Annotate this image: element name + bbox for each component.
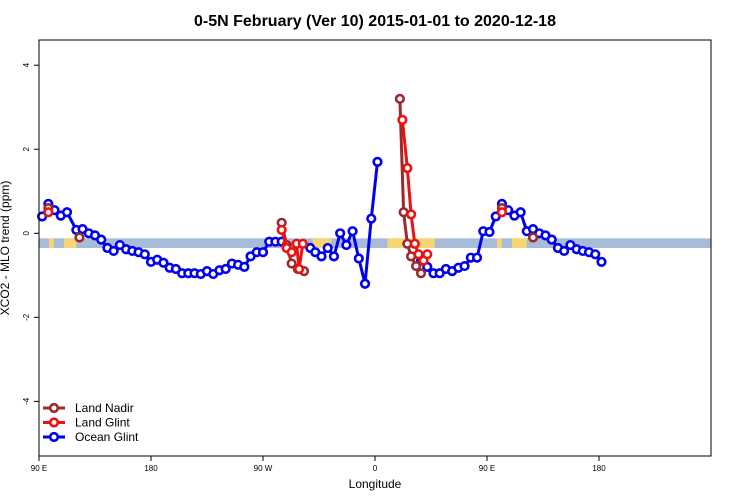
data-point	[590, 249, 601, 260]
data-point	[257, 247, 269, 258]
data-point	[108, 245, 119, 257]
data-point	[286, 258, 297, 269]
land-band-segment-0	[48, 238, 54, 248]
legend-swatch-marker	[48, 402, 60, 414]
data-point	[471, 252, 483, 263]
y-tick-label: 4	[22, 62, 31, 67]
legend-item: Land Nadir	[43, 401, 134, 415]
data-point	[484, 226, 495, 238]
data-point	[353, 253, 364, 264]
data-point	[546, 234, 557, 245]
land-band-segment-2	[312, 238, 332, 248]
x-axis: 90 E 180 90 W 0 90 E 180	[31, 456, 606, 473]
data-point	[410, 260, 422, 272]
data-point	[596, 256, 607, 267]
legend-item: Land Glint	[43, 416, 130, 430]
data-point	[61, 207, 73, 218]
data-point	[293, 263, 305, 275]
data-point	[74, 232, 85, 243]
data-point	[43, 207, 54, 218]
data-point	[297, 238, 308, 249]
data-point	[347, 226, 358, 237]
data-point	[276, 224, 287, 236]
data-point	[405, 209, 417, 220]
ocean-band	[39, 238, 711, 248]
land-band-segment-3	[387, 238, 413, 248]
land-band-segment-5	[496, 238, 502, 248]
data-point	[422, 249, 433, 260]
data-point	[496, 207, 508, 218]
land-band-segment-1	[63, 238, 77, 248]
legend-label: Ocean Glint	[75, 430, 139, 444]
data-point	[372, 156, 383, 167]
data-point	[366, 213, 377, 224]
x-tick-label: 180	[592, 464, 606, 473]
data-point	[415, 268, 427, 279]
series-line	[309, 161, 379, 286]
data-point	[158, 257, 169, 268]
legend-swatch-marker	[48, 417, 60, 428]
y-tick-label: -2	[22, 313, 31, 321]
y-tick-label: 2	[22, 146, 31, 151]
y-tick-label: 0	[22, 231, 31, 236]
y-tick-label: -4	[22, 397, 31, 405]
x-tick-label: 90 W	[254, 464, 273, 473]
x-axis-label: Longitude	[349, 477, 402, 491]
data-point	[397, 114, 408, 125]
data-point	[459, 260, 470, 272]
y-axis-label: XCO2 - MLO trend (ppm)	[0, 181, 12, 316]
y-axis: -4 -2 0 2 4	[22, 62, 39, 405]
x-tick-label: 0	[373, 464, 378, 473]
series-ocean-glint	[37, 156, 607, 289]
coverage-band	[39, 238, 711, 248]
data-point	[515, 207, 526, 218]
data-point	[316, 251, 327, 262]
data-point	[286, 247, 297, 258]
data-point	[328, 251, 340, 262]
series-land-glint	[43, 114, 508, 275]
data-point	[359, 278, 371, 289]
x-tick-label: 90 E	[479, 464, 495, 473]
data-point	[239, 261, 250, 273]
series-layer	[37, 93, 607, 289]
data-point	[402, 163, 413, 174]
data-point	[139, 249, 150, 260]
data-point	[559, 245, 570, 257]
legend-item: Ocean Glint	[43, 430, 139, 444]
x-tick-label: 90 E	[31, 464, 47, 473]
legend-label: Land Nadir	[75, 401, 134, 415]
legend-label: Land Glint	[75, 416, 130, 430]
data-point	[341, 239, 352, 251]
data-point	[322, 242, 333, 254]
chart-title: 0-5N February (Ver 10) 2015-01-01 to 202…	[194, 13, 556, 30]
data-point	[96, 234, 107, 245]
legend-swatch-marker	[48, 431, 60, 443]
land-band-segment-6	[511, 238, 527, 248]
data-point	[527, 232, 539, 243]
data-point	[220, 263, 231, 275]
data-point	[335, 228, 346, 239]
data-point	[394, 93, 405, 104]
x-tick-label: 180	[144, 464, 158, 473]
land-band-segment-4	[412, 238, 435, 248]
data-point	[409, 238, 420, 249]
